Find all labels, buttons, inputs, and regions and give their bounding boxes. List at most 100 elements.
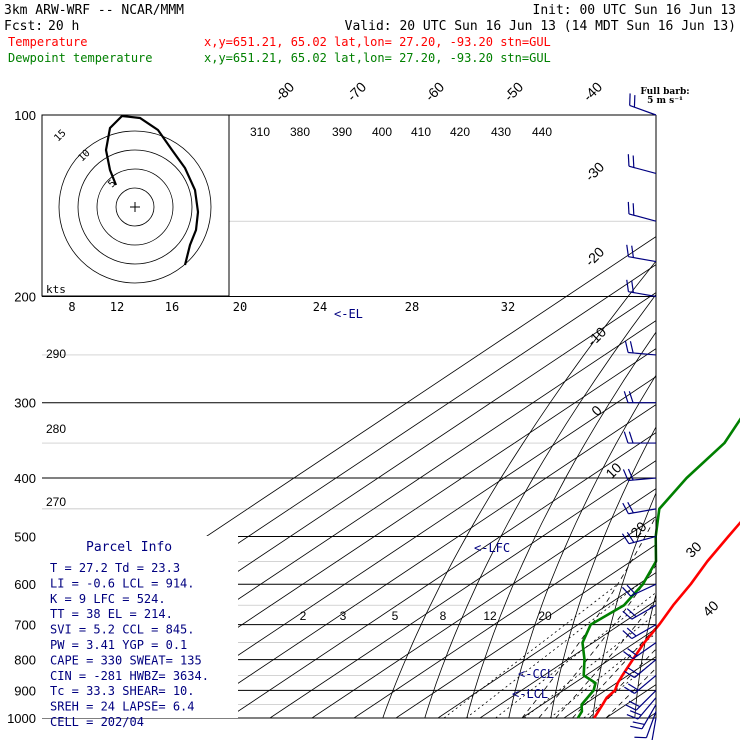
wind-barb — [624, 659, 657, 679]
isotherm — [353, 516, 656, 718]
dry-adiabat — [508, 374, 656, 718]
level-annotation: <-LFC — [474, 541, 510, 555]
series-dewpoint-line — [576, 417, 740, 719]
pressure-label: 400 — [14, 471, 36, 486]
theta-label: 400 — [372, 125, 392, 139]
dry-adiabat — [634, 592, 656, 718]
parcel-info-row: SVI = 5.2 CCL = 845. — [50, 623, 195, 637]
isotherm-label: -40 — [580, 79, 606, 105]
legend-temperature-info: x,y=651.21, 65.02 lat,lon= 27.20, -93.20… — [204, 35, 551, 49]
parcel-info-row: K = 9 LFC = 524. — [50, 592, 166, 606]
dry-adiabat — [424, 293, 656, 718]
parcel-info-row: Tc = 33.3 SHEAR= 10. — [50, 684, 195, 698]
isotherm-label: -70 — [344, 79, 370, 105]
init-time: Init: 00 UTC Sun 16 Jun 13 — [533, 3, 737, 18]
parcel-info-panel: Parcel Info T = 27.2 Td = 23.3LI = -0.6 L… — [42, 536, 238, 729]
parcel-info-row: CIN = -281 HWBZ= 3634. — [50, 669, 209, 683]
wind-barb — [626, 697, 657, 720]
wind-barb-shaft — [628, 256, 657, 263]
moist-adiabat — [538, 564, 656, 718]
mixing-ratio-label: 8 — [440, 609, 447, 623]
wind-barb-flag — [621, 533, 630, 545]
dry-adiabat — [466, 331, 656, 718]
wind-barb-flag — [628, 391, 634, 403]
isotherm — [269, 460, 656, 718]
isotherm-label: 0 — [588, 402, 605, 419]
theta-label: 430 — [491, 125, 511, 139]
isotherm-label: -30 — [582, 159, 608, 185]
wind-barb-flag — [626, 279, 630, 292]
wind-barb-shaft — [630, 583, 657, 597]
pressure-label: 700 — [14, 618, 36, 633]
wind-barb-flag — [627, 154, 630, 167]
barb-legend-title: Full barb: — [640, 87, 689, 97]
legend-temperature-label: Temperature — [8, 35, 87, 49]
pressure-label: 100 — [14, 108, 36, 123]
wind-barb-flag — [623, 391, 629, 403]
hodograph-trace — [104, 114, 200, 266]
wind-barb-flag — [626, 627, 637, 637]
moist-adiabat — [605, 667, 656, 718]
wind-barb-flag — [631, 245, 634, 258]
wind-barb-flag — [624, 686, 635, 694]
wind-barb — [627, 201, 657, 222]
wind-barb-flag — [623, 651, 634, 660]
model-title: 3km ARW-WRF -- NCAR/MMM — [4, 3, 184, 18]
wind-barb — [622, 604, 657, 620]
wind-barb — [630, 704, 657, 730]
parcel-info-row: SREH = 24 LAPSE= 6.4 — [50, 700, 195, 714]
wind-barb-flag — [627, 683, 639, 691]
wind-barb — [623, 391, 656, 404]
isotherm — [395, 544, 656, 718]
theta-label: 420 — [450, 125, 470, 139]
dry-adiabat — [677, 115, 740, 718]
shear-label: 8 — [68, 300, 75, 314]
wind-barb — [622, 624, 657, 640]
isotherm — [227, 432, 656, 718]
pressure-label: 1000 — [7, 711, 36, 726]
wind-barb — [623, 642, 657, 660]
wind-barb-shaft — [631, 604, 657, 620]
wind-barb-flag — [627, 468, 634, 481]
wind-barb-shaft — [645, 711, 657, 738]
dry-adiabat — [592, 491, 656, 718]
dry-adiabat — [550, 426, 656, 718]
wind-barb-shaft — [651, 717, 657, 740]
hodograph-ring — [58, 130, 212, 284]
wind-barb — [624, 340, 657, 356]
wind-barb-flag — [623, 431, 629, 444]
wind-barb-flag — [627, 501, 634, 514]
hodograph-units: kts — [46, 283, 66, 296]
wind-barb — [651, 717, 657, 740]
moist-adiabat — [588, 648, 656, 718]
wind-barb-flag — [629, 710, 642, 716]
wind-barb — [624, 674, 657, 694]
shear-label: 24 — [313, 300, 327, 314]
isotherm — [101, 348, 656, 718]
pressure-label: 900 — [14, 683, 36, 698]
wind-barb-flag — [624, 670, 635, 679]
isotherm — [647, 712, 656, 718]
shear-label: 32 — [501, 300, 515, 314]
theta-label: 380 — [290, 125, 310, 139]
isotherm — [143, 376, 656, 718]
pressure-label: 500 — [14, 529, 36, 544]
parcel-info-row: T = 27.2 Td = 23.3 — [50, 561, 180, 575]
wind-barb — [625, 689, 657, 711]
legend-dewpoint-label: Dewpoint temperature — [8, 51, 153, 65]
wind-barb-flag — [622, 469, 629, 481]
wind-barb — [622, 468, 657, 482]
parcel-info-row: LI = -0.6 LCL = 914. — [50, 576, 195, 590]
isotherm-label: -80 — [272, 79, 298, 105]
wind-barb-flag — [626, 713, 639, 720]
wind-barb-flag — [627, 667, 639, 675]
pressure-label: 800 — [14, 653, 36, 668]
wind-barb-flag — [624, 340, 629, 353]
theta-label: 390 — [332, 125, 352, 139]
wind-barb-shaft — [629, 104, 657, 116]
hodograph-ring — [115, 187, 155, 227]
wind-barb — [634, 711, 657, 739]
wind-barb-flag — [628, 431, 634, 444]
wind-barb-flag — [626, 608, 637, 618]
